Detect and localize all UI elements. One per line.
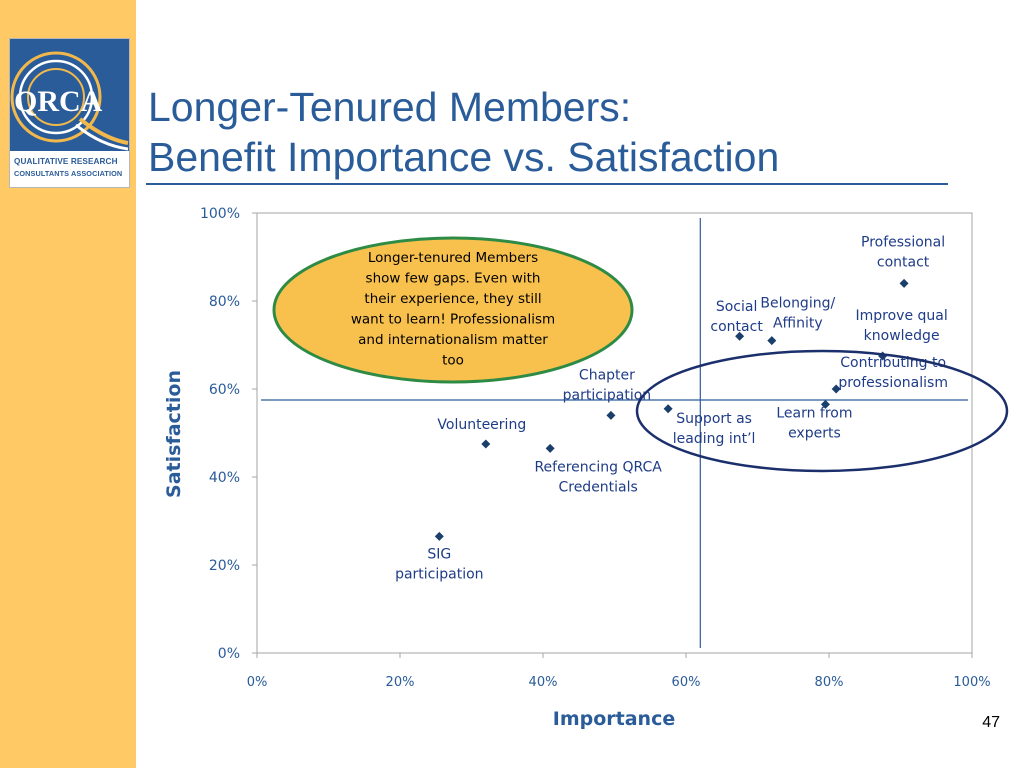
highlight-ellipse xyxy=(635,349,1009,473)
data-label: Chapter participation xyxy=(563,367,651,403)
data-point xyxy=(899,278,909,288)
qrca-logo: QRCA QUALITATIVE RESEARCH CONSULTANTS AS… xyxy=(9,38,130,188)
x-tick-label: 0% xyxy=(247,675,268,690)
y-tick-label: 0% xyxy=(218,646,240,662)
x-axis-title: Importance xyxy=(553,708,675,730)
data-label: Improve qual knowledge xyxy=(856,308,948,344)
data-point xyxy=(434,531,444,541)
data-label: SIG participation xyxy=(395,546,483,582)
data-label: Belonging/Affinity xyxy=(760,296,835,332)
data-label: Contributing to professionalism xyxy=(838,355,948,391)
x-tick-label: 40% xyxy=(529,675,558,690)
qrca-logo-emblem: QRCA xyxy=(10,39,129,151)
data-label: Referencing QRCA Credentials xyxy=(534,459,662,495)
data-label: Support as leading int’l xyxy=(673,411,756,447)
data-label: Social contact xyxy=(710,299,763,335)
page-number: 47 xyxy=(982,714,1000,731)
data-label: Learn from experts xyxy=(776,405,852,441)
data-label: Volunteering xyxy=(437,417,526,433)
logo-text: QRCA xyxy=(14,85,103,118)
logo-subtitle-line2: CONSULTANTS ASSOCIATION xyxy=(14,169,123,178)
slide-title-line2: Benefit Importance vs. Satisfaction xyxy=(148,134,780,180)
callout-bubble xyxy=(272,236,634,384)
callout-text: Longer-tenured Members show few gaps. Eve… xyxy=(351,250,555,369)
plot-area xyxy=(256,212,973,654)
slide-title: Longer-Tenured Members: Benefit Importan… xyxy=(148,82,948,182)
x-tick-label: 20% xyxy=(386,675,415,690)
title-underline xyxy=(146,183,948,185)
x-tick-label: 80% xyxy=(815,675,844,690)
data-point xyxy=(735,331,745,341)
y-tick-label: 80% xyxy=(209,294,240,310)
x-tick-label: 60% xyxy=(672,675,701,690)
y-tick-label: 20% xyxy=(209,558,240,574)
y-tick-label: 40% xyxy=(209,470,240,486)
logo-subtitle-line1: QUALITATIVE RESEARCH xyxy=(14,157,118,166)
data-point xyxy=(545,443,555,453)
slide-title-line1: Longer-Tenured Members: xyxy=(148,84,632,130)
y-axis-title: Satisfaction xyxy=(163,370,185,498)
data-label: Professional contact xyxy=(861,234,945,270)
y-tick-label: 60% xyxy=(209,382,240,398)
x-tick-label: 100% xyxy=(953,675,990,690)
data-point xyxy=(663,404,673,414)
data-point xyxy=(820,399,830,409)
data-point xyxy=(831,384,841,394)
data-point xyxy=(606,410,616,420)
data-point xyxy=(767,336,777,346)
data-point xyxy=(481,439,491,449)
y-tick-label: 100% xyxy=(200,206,240,222)
